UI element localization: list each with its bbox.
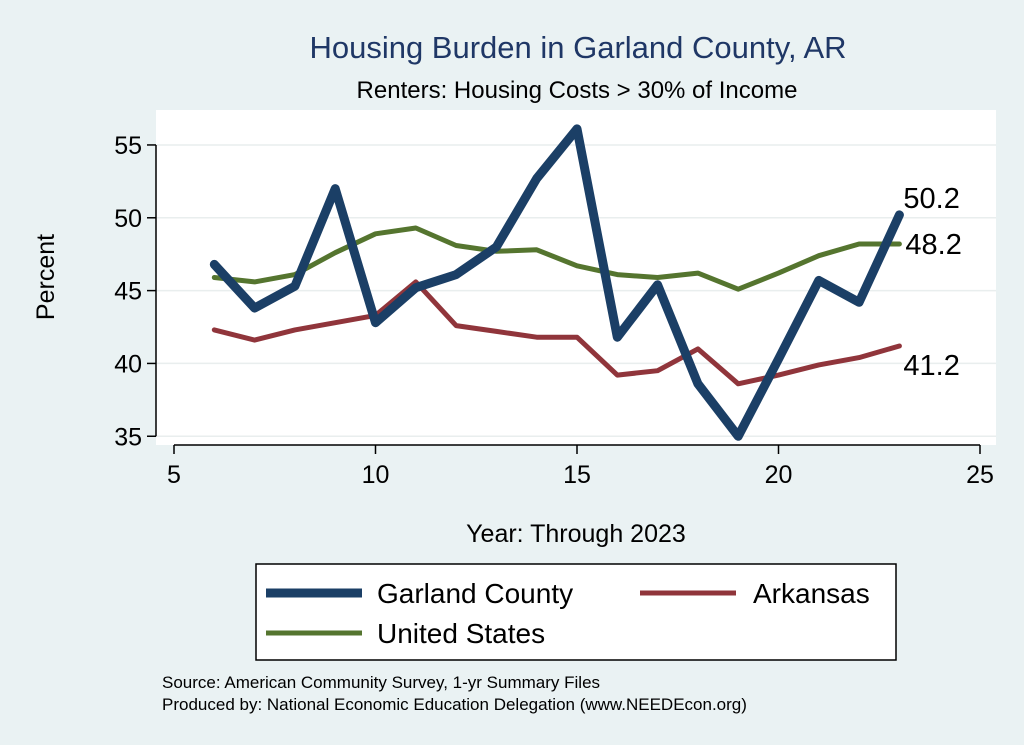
legend-label-united-states: United States [377, 618, 545, 649]
producer-note: Produced by: National Economic Education… [162, 695, 747, 714]
y-tick-label-40: 40 [114, 350, 142, 378]
end-label-garland-county: 50.2 [903, 183, 959, 215]
legend-box [255, 563, 897, 661]
series-line-arkansas [211, 279, 902, 387]
x-tick-label-20: 20 [765, 461, 793, 489]
end-labels: 50.2 41.2 48.2 [903, 183, 961, 382]
chart-subtitle: Renters: Housing Costs > 30% of Income [357, 77, 798, 104]
source-note: Source: American Community Survey, 1-yr … [162, 673, 600, 692]
legend-label-arkansas: Arkansas [753, 578, 870, 609]
y-tick-label-55: 55 [114, 132, 142, 160]
end-label-arkansas: 41.2 [903, 350, 959, 382]
x-tick-label-5: 5 [167, 461, 181, 489]
y-tick-label-50: 50 [114, 205, 142, 233]
x-tick-label-10: 10 [362, 461, 390, 489]
y-tick-label-45: 45 [114, 278, 142, 306]
series-layer [209, 124, 904, 441]
series-line-united-states [211, 225, 902, 292]
chart-title: Housing Burden in Garland County, AR [309, 30, 846, 65]
x-axis-title: Year: Through 2023 [466, 520, 686, 548]
legend: Garland County Arkansas United States [255, 563, 897, 661]
y-axis-title: Percent [32, 234, 60, 320]
series-line-garland-county [209, 124, 904, 441]
y-tick-label-35: 35 [114, 423, 142, 451]
x-tick-label-25: 25 [966, 461, 994, 489]
end-label-united-states: 48.2 [905, 229, 961, 261]
x-tick-label-15: 15 [563, 461, 591, 489]
legend-label-garland-county: Garland County [377, 578, 573, 609]
